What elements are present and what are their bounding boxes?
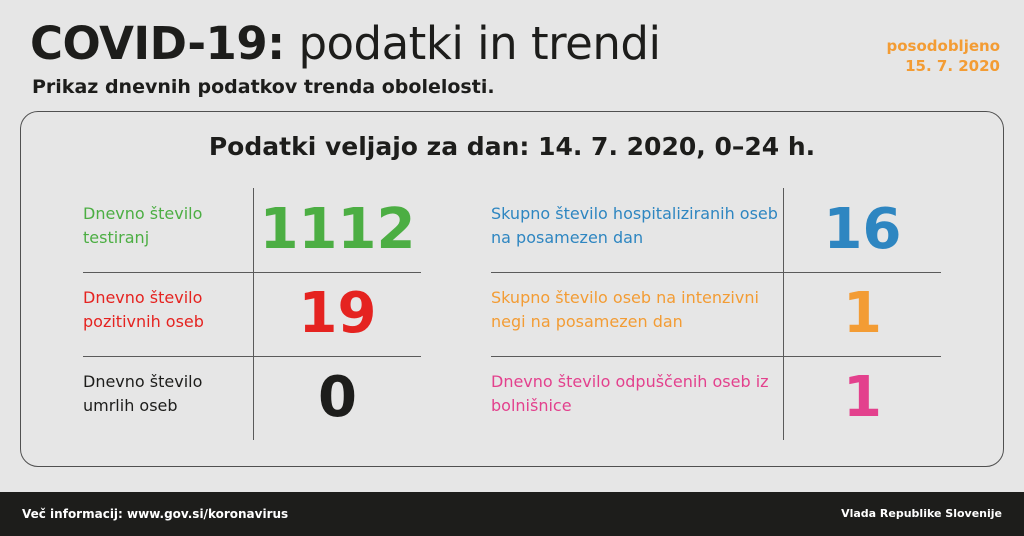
stat-label-deaths: Dnevno število umrlih oseb (83, 372, 203, 415)
updated-label: posodobljeno (886, 37, 1001, 55)
stat-row-positive: Dnevno število pozitivnih oseb 19 (83, 272, 421, 357)
footer-info-link[interactable]: Več informacij: www.gov.si/koronavirus (22, 507, 289, 521)
column-divider-right (783, 188, 784, 440)
stat-label-hospitalized: Skupno število hospitaliziranih oseb na … (491, 204, 778, 247)
stat-row-discharged: Dnevno število odpuščenih oseb iz bolniš… (491, 356, 941, 440)
stats-card: Podatki veljajo za dan: 14. 7. 2020, 0–2… (20, 111, 1004, 467)
stats-card-title: Podatki veljajo za dan: 14. 7. 2020, 0–2… (208, 132, 816, 161)
stat-value-intensive-care: 1 (843, 281, 882, 346)
stat-label-tests: Dnevno število testiranj (83, 204, 203, 247)
stat-label-discharged: Dnevno število odpuščenih oseb iz bolniš… (491, 372, 769, 415)
update-info: posodobljeno 15. 7. 2020 (887, 36, 1001, 76)
stat-value-deaths: 0 (318, 365, 357, 430)
page-title: COVID-19: podatki in trendi (30, 16, 661, 72)
stat-value-tests: 1112 (259, 197, 416, 262)
updated-date: 15. 7. 2020 (905, 57, 1000, 75)
stat-label-intensive-care: Skupno število oseb na intenzivni negi n… (491, 288, 759, 331)
stats-column-right: Skupno število hospitaliziranih oseb na … (491, 188, 941, 440)
stat-value-hospitalized: 16 (823, 197, 902, 262)
footer-bar: Več informacij: www.gov.si/koronavirus V… (0, 492, 1024, 536)
title-bold: COVID-19: (30, 17, 285, 70)
stat-row-intensive-care: Skupno število oseb na intenzivni negi n… (491, 272, 941, 357)
stat-value-discharged: 1 (843, 365, 882, 430)
stat-row-tests: Dnevno število testiranj 1112 (83, 188, 421, 273)
stat-label-positive: Dnevno število pozitivnih oseb (83, 288, 204, 331)
title-light: podatki in trendi (298, 17, 661, 70)
stats-column-left: Dnevno število testiranj 1112 Dnevno šte… (83, 188, 421, 440)
footer-org: Vlada Republike Slovenije (841, 507, 1002, 520)
column-divider-left (253, 188, 254, 440)
stat-row-deaths: Dnevno število umrlih oseb 0 (83, 356, 421, 440)
page-subtitle: Prikaz dnevnih podatkov trenda obolelost… (32, 76, 495, 98)
stat-row-hospitalized: Skupno število hospitaliziranih oseb na … (491, 188, 941, 273)
stat-value-positive: 19 (298, 281, 377, 346)
